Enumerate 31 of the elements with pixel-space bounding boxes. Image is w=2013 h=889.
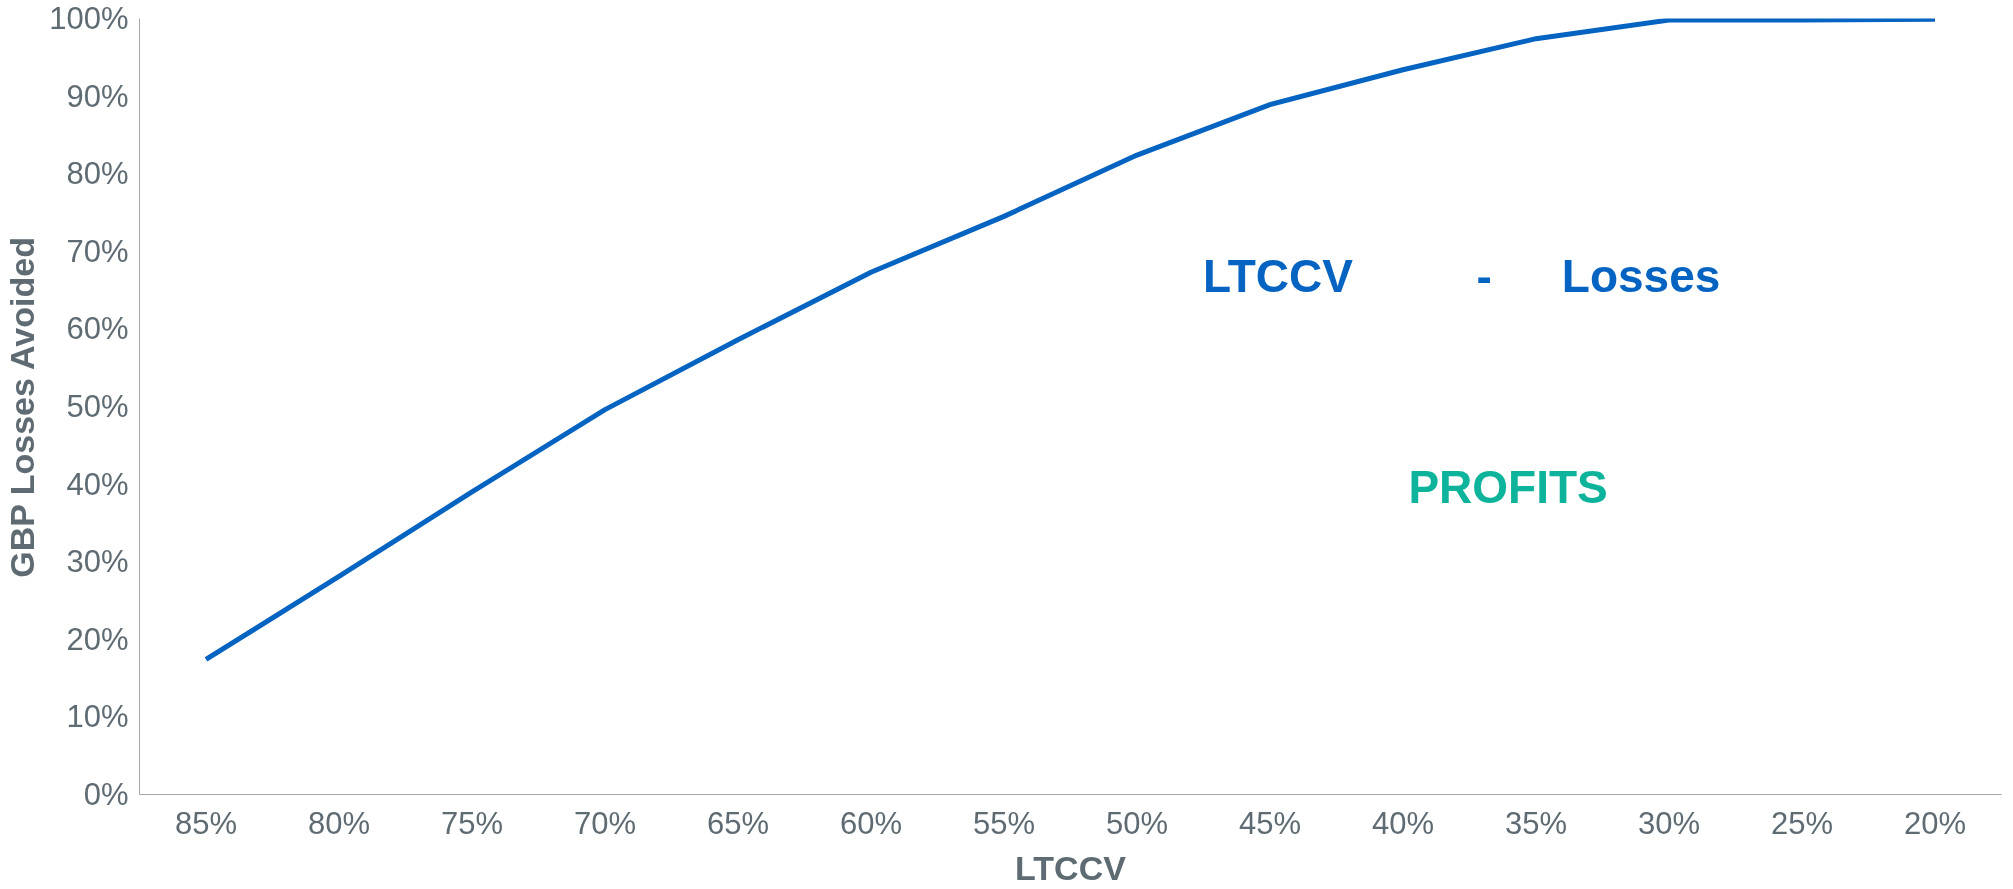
y-tick-label: 40% — [66, 466, 129, 502]
y-tick-label: 30% — [66, 544, 129, 580]
x-tick-label: 40% — [1371, 805, 1435, 841]
y-tick-label: 70% — [66, 233, 129, 269]
y-tick-label: 100% — [49, 1, 129, 36]
y-axis-title: GBP Losses Avoided — [3, 237, 42, 578]
x-tick-label: 55% — [972, 805, 1036, 841]
y-tick-label: 80% — [66, 156, 129, 192]
annotation: Losses — [1561, 250, 1721, 303]
y-tick-label: 20% — [66, 621, 129, 657]
x-tick-label: 30% — [1637, 805, 1701, 841]
x-tick-label: 65% — [706, 805, 770, 841]
annotation: - — [1476, 250, 1492, 303]
y-tick-label: 0% — [83, 777, 129, 812]
y-tick-label: 60% — [66, 311, 129, 347]
y-tick-label: 10% — [66, 699, 129, 735]
x-tick-label: 45% — [1238, 805, 1302, 841]
x-tick-label: 80% — [307, 805, 371, 841]
y-tick-label: 90% — [66, 78, 129, 114]
x-tick-label: 75% — [440, 805, 504, 841]
x-tick-label: 70% — [573, 805, 637, 841]
x-tick-label: 60% — [839, 805, 903, 841]
x-tick-label: 35% — [1504, 805, 1568, 841]
x-tick-label: 50% — [1105, 805, 1169, 841]
annotation: PROFITS — [1408, 461, 1608, 514]
y-tick-label: 50% — [66, 389, 129, 424]
x-axis-title: LTCCV — [1015, 848, 1127, 887]
x-tick-label: 85% — [174, 805, 238, 841]
annotation: LTCCV — [1203, 250, 1354, 303]
x-tick-label: 25% — [1770, 805, 1834, 841]
x-tick-label: 20% — [1903, 805, 1967, 841]
